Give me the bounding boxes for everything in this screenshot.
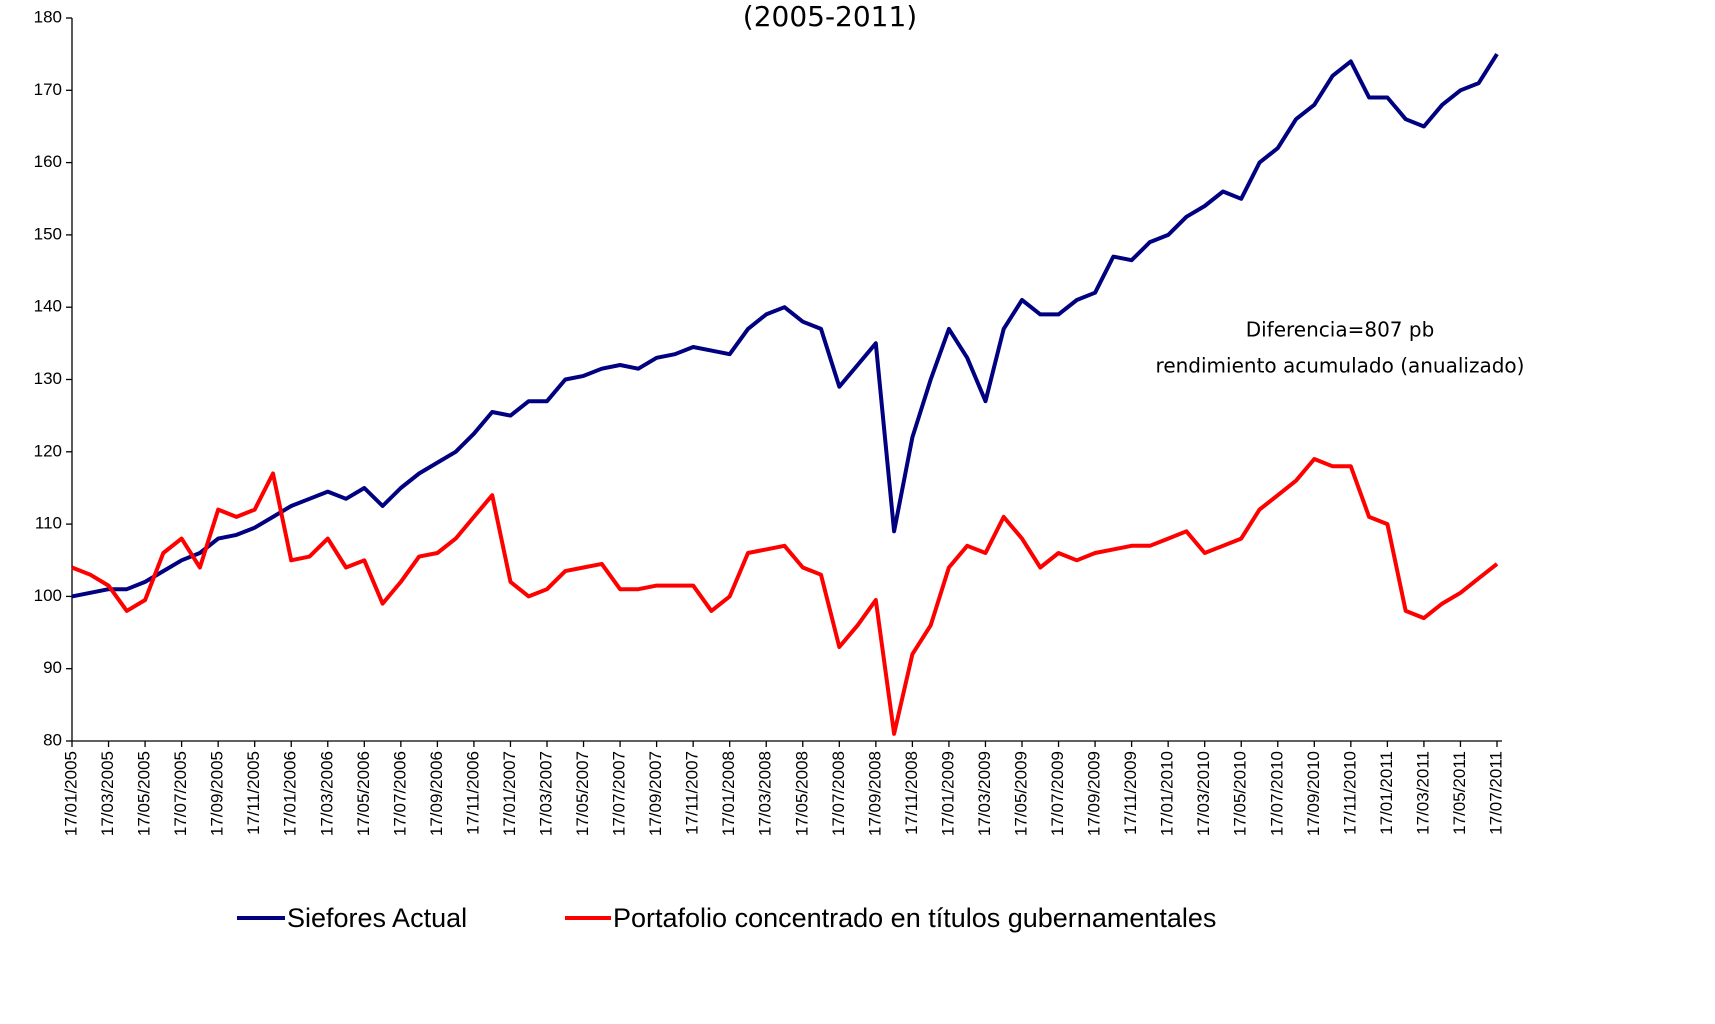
x-tick-label: 17/07/2006 — [390, 751, 409, 836]
x-tick-label: 17/11/2009 — [1121, 751, 1140, 835]
x-tick-label: 17/07/2007 — [610, 751, 629, 836]
x-tick-label: 17/05/2005 — [135, 751, 154, 836]
x-tick-label: 17/09/2006 — [427, 751, 446, 836]
series-line — [71, 457, 1499, 736]
x-tick-label: 17/09/2009 — [1085, 751, 1104, 836]
x-tick-label: 17/07/2010 — [1267, 751, 1286, 836]
x-tick-label: 17/01/2006 — [281, 751, 300, 836]
x-tick-label: 17/11/2005 — [244, 751, 263, 835]
y-tick-label: 180 — [34, 7, 62, 26]
y-tick-label: 90 — [43, 658, 62, 677]
x-tick-label: 17/05/2011 — [1450, 751, 1469, 835]
x-tick-label: 17/01/2005 — [61, 751, 80, 836]
x-tick-label: 17/09/2005 — [208, 751, 227, 836]
y-tick-label: 110 — [35, 514, 62, 533]
y-tick-label: 120 — [34, 441, 62, 460]
legend-label: Portafolio concentrado en títulos gubern… — [613, 903, 1216, 933]
x-tick-label: 17/09/2010 — [1304, 751, 1323, 836]
x-tick-label: 17/05/2009 — [1011, 751, 1030, 836]
x-tick-label: 17/07/2008 — [829, 751, 848, 836]
x-tick-label: 17/01/2010 — [1158, 751, 1177, 836]
x-tick-label: 17/01/2011 — [1377, 751, 1396, 835]
y-tick-label: 150 — [34, 224, 62, 243]
legend-label: Siefores Actual — [287, 903, 467, 933]
x-tick-label: 17/03/2007 — [536, 751, 555, 836]
x-tick-label: 17/05/2006 — [354, 751, 373, 836]
y-tick-label: 80 — [43, 730, 62, 749]
x-tick-label: 17/03/2011 — [1413, 751, 1432, 835]
x-tick-label: 17/07/2005 — [171, 751, 190, 836]
chart-title: (2005-2011) — [743, 0, 917, 33]
annotation: rendimiento acumulado (anualizado) — [1156, 354, 1525, 378]
x-tick-label: 17/03/2008 — [756, 751, 775, 836]
x-tick-label: 17/01/2009 — [938, 751, 957, 836]
x-tick-label: 17/11/2006 — [463, 751, 482, 835]
x-tick-label: 17/05/2010 — [1231, 751, 1250, 836]
y-tick-label: 130 — [34, 369, 62, 388]
y-tick-label: 100 — [34, 586, 62, 605]
x-tick-label: 17/03/2009 — [975, 751, 994, 836]
x-tick-label: 17/07/2009 — [1048, 751, 1067, 836]
y-tick-label: 140 — [34, 297, 62, 316]
x-tick-label: 17/09/2008 — [865, 751, 884, 836]
x-tick-label: 17/05/2008 — [792, 751, 811, 836]
x-tick-label: 17/05/2007 — [573, 751, 592, 836]
x-tick-label: 17/01/2008 — [719, 751, 738, 836]
x-tick-label: 17/03/2010 — [1194, 751, 1213, 836]
x-tick-label: 17/03/2005 — [98, 751, 117, 836]
x-tick-label: 17/09/2007 — [646, 751, 665, 836]
y-tick-label: 170 — [34, 80, 62, 99]
series-line — [71, 53, 1499, 599]
x-tick-label: 17/11/2010 — [1340, 751, 1359, 835]
annotation: Diferencia=807 pb — [1246, 318, 1435, 342]
y-tick-label: 160 — [34, 152, 62, 171]
x-tick-label: 17/11/2007 — [683, 751, 702, 835]
x-tick-label: 17/03/2006 — [317, 751, 336, 836]
x-tick-label: 17/01/2007 — [500, 751, 519, 836]
x-tick-label: 17/11/2008 — [902, 751, 921, 835]
x-tick-label: 17/07/2011 — [1486, 751, 1505, 835]
